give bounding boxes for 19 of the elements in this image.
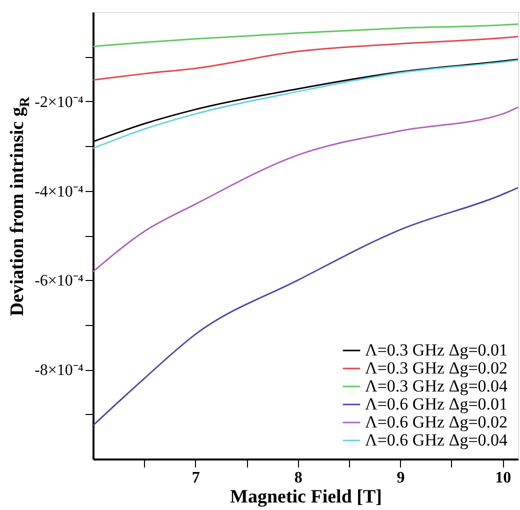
y-tick-label: -6×10⁻⁴ <box>34 272 84 290</box>
x-tick-label: 8 <box>294 470 302 486</box>
line-series <box>93 36 518 81</box>
legend-label: Λ=0.6 GHz Δg=0.04 <box>365 430 508 450</box>
y-tick-label: -2×10⁻⁴ <box>34 94 84 111</box>
x-tick-label: 9 <box>396 470 405 486</box>
legend-label: Λ=0.6 GHz Δg=0.02 <box>365 412 508 432</box>
line-series <box>93 23 518 48</box>
y-axis-title: Deviation from intrinsic gR <box>7 96 33 316</box>
y-tick-label: -8×10⁻⁴ <box>34 362 84 380</box>
line-series <box>93 106 518 272</box>
x-tick-label: 10 <box>495 470 512 486</box>
legend-label: Λ=0.3 GHz Δg=0.01 <box>365 340 508 360</box>
legend-label: Λ=0.3 GHz Δg=0.02 <box>365 358 508 378</box>
x-tick-label: 7 <box>192 470 200 486</box>
y-tick-label: -4×10⁻⁴ <box>34 183 84 200</box>
x-axis-title: Magnetic Field [T] <box>230 486 382 508</box>
legend-label: Λ=0.3 GHz Δg=0.04 <box>365 376 508 396</box>
legend-label: Λ=0.6 GHz Δg=0.01 <box>365 394 508 414</box>
